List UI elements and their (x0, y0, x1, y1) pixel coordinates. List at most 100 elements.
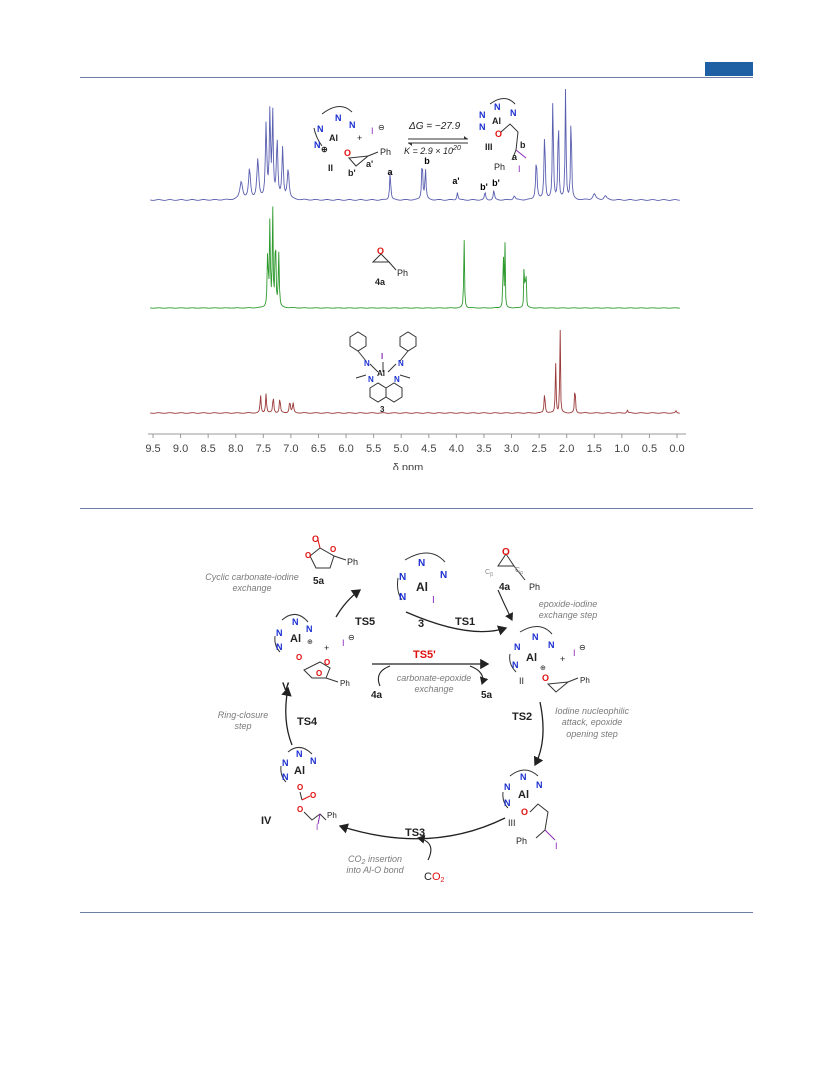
svg-text:N: N (418, 558, 425, 569)
species-IV: N N N N Al O O O Ph I IV (261, 747, 337, 832)
svg-text:O: O (521, 807, 528, 817)
step-iodine-attack-line1: Iodine nucleophilic (555, 706, 630, 716)
arrow-ts5 (335, 589, 362, 618)
svg-text:N: N (282, 772, 289, 782)
arrow-4a-mid-in (377, 665, 391, 687)
svg-text:N: N (276, 642, 283, 652)
arrow-co2-in (416, 835, 432, 861)
svg-text:N: N (479, 122, 486, 132)
svg-text:N: N (504, 782, 511, 792)
step-epoxide-iodine-line2: exchange step (539, 610, 598, 620)
svg-text:I: I (573, 648, 576, 658)
svg-text:a: a (512, 152, 518, 162)
top-spectrum-trace (150, 88, 680, 201)
svg-text:O: O (312, 534, 319, 544)
species-III-label: III (508, 818, 516, 828)
x-axis-tick-label: 4.5 (421, 443, 436, 455)
step-co2-insertion-line2: into Al-O bond (346, 865, 404, 875)
svg-text:N: N (440, 570, 447, 581)
svg-text:N: N (296, 749, 303, 759)
species-4a-top-label: 4a (499, 582, 511, 593)
svg-text:N: N (514, 642, 521, 652)
ts5-prime-label: TS5' (413, 649, 436, 661)
delta-g: ΔG = −27.9 (408, 121, 461, 132)
svg-text:Ph: Ph (327, 811, 337, 820)
species-5a-top-label: 5a (313, 576, 325, 587)
svg-text:b': b' (348, 168, 356, 178)
x-axis-label: δ ppm (393, 462, 424, 470)
x-axis-tick-label: 1.0 (614, 443, 629, 455)
compound-label-4a: 4a (375, 277, 386, 287)
svg-text:Ph: Ph (340, 679, 350, 688)
svg-text:N: N (368, 375, 374, 384)
peak-label-b-prime-1: b' (480, 182, 488, 192)
svg-text:⊕: ⊕ (307, 639, 313, 646)
equilibrium-arrows: ΔG = −27.9 K = 2.9 × 1020 (404, 121, 468, 156)
structure-III: N N N N Al O b a Ph I III (479, 98, 527, 174)
x-axis-tick-label: 2.0 (559, 443, 574, 455)
svg-text:N: N (399, 592, 406, 603)
step-iodine-attack-line2: attack, epoxide (562, 717, 623, 727)
svg-text:⊖: ⊖ (378, 123, 385, 132)
svg-text:Al: Al (492, 116, 501, 126)
ts3-label: TS3 (405, 827, 425, 839)
x-axis-tick-label: 0.0 (669, 443, 684, 455)
arrow-5a-mid-out (469, 665, 489, 686)
x-axis-tick-label: 5.5 (366, 443, 381, 455)
species-3-label: 3 (418, 618, 424, 630)
species-II-label: II (519, 676, 524, 686)
svg-text:N: N (504, 798, 511, 808)
bottom-spectrum-trace (150, 329, 680, 414)
ts1-label: TS1 (455, 616, 475, 628)
peak-label-a: a (387, 167, 393, 177)
svg-text:Al: Al (416, 580, 428, 594)
species-V-label: V (282, 681, 290, 693)
svg-text:O: O (310, 791, 316, 800)
svg-text:N: N (536, 780, 543, 790)
k-value: K = 2.9 × 1020 (404, 145, 461, 156)
compound-label-3: 3 (380, 405, 385, 414)
species-5a-mid-label: 5a (481, 690, 493, 701)
x-axis-tick-label: 5.0 (394, 443, 409, 455)
svg-text:O: O (344, 148, 351, 158)
ts5-label: TS5 (355, 616, 375, 628)
structure-4a-spectrum: O Ph 4a (371, 246, 408, 287)
compound-label-II: II (328, 163, 333, 173)
svg-text:+: + (560, 654, 565, 664)
co2: CO2 (424, 871, 445, 884)
svg-text:N: N (494, 102, 501, 112)
peak-label-b: b (424, 156, 430, 166)
svg-text:N: N (520, 772, 527, 782)
svg-text:⊖: ⊖ (348, 633, 355, 642)
step-ring-closure-line1: Ring-closure (218, 710, 269, 720)
x-axis-tick-label: 3.5 (476, 443, 491, 455)
svg-text:Ph: Ph (516, 836, 527, 846)
step-epoxide-iodine-line1: epoxide-iodine (539, 599, 598, 609)
svg-text:O: O (297, 783, 303, 792)
arrow-ts4 (281, 686, 293, 746)
svg-text:I: I (316, 823, 318, 832)
svg-text:⊕: ⊕ (540, 665, 546, 672)
svg-text:N: N (548, 640, 555, 650)
svg-text:Ph: Ph (397, 268, 408, 278)
svg-text:Al: Al (294, 765, 305, 777)
structure-II: N N N N Al ⊕ O Ph a' b' + I ⊖ II (313, 106, 391, 178)
header-rule (80, 77, 753, 78)
species-3: N N N N Al I 3 (397, 552, 447, 630)
svg-text:Al: Al (290, 633, 301, 645)
species-5a-top: O O O Ph 5a (305, 534, 358, 587)
svg-text:I: I (555, 841, 558, 851)
svg-text:I: I (432, 595, 435, 606)
svg-text:N: N (335, 113, 342, 123)
peak-label-b-prime-2: b' (492, 178, 500, 188)
svg-text:O: O (495, 129, 502, 139)
ts4-label: TS4 (297, 716, 318, 728)
svg-text:I: I (371, 126, 374, 136)
svg-text:Al: Al (377, 369, 385, 378)
species-4a-top: O Ph Cβ Cα 4a (485, 547, 540, 593)
svg-text:I: I (381, 352, 383, 361)
svg-text:N: N (282, 758, 289, 768)
svg-text:N: N (510, 108, 517, 118)
species-II: N N N N Al ⊕ O Ph + I ⊖ II (509, 626, 590, 693)
